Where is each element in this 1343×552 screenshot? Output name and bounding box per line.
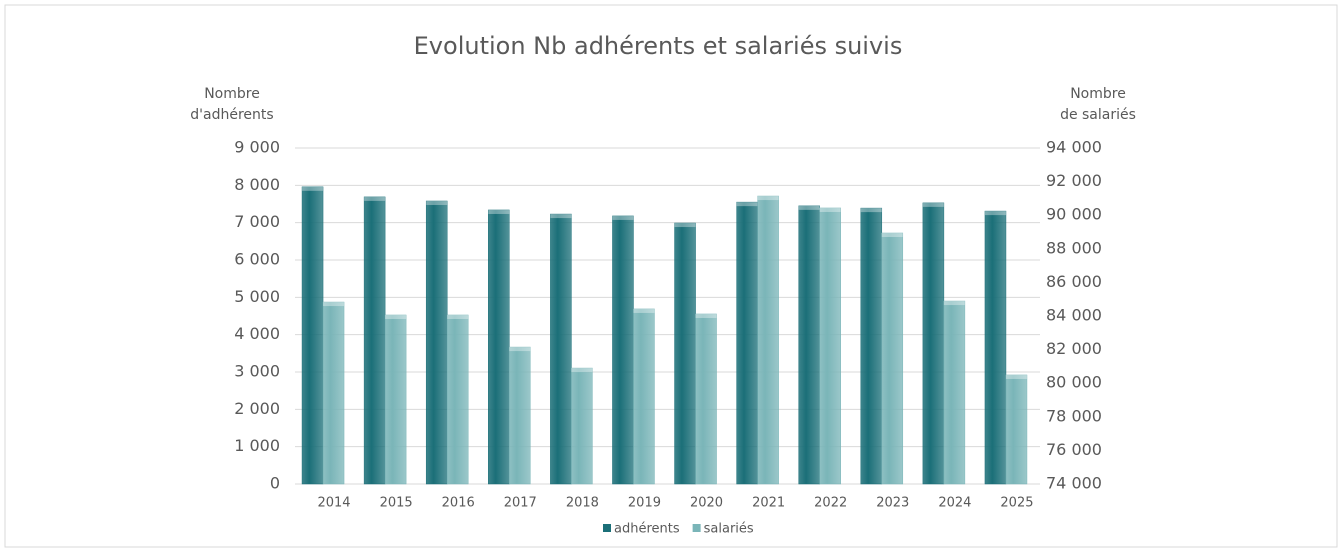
y-tick-label: 8 000 — [234, 175, 280, 194]
chart-title: Evolution Nb adhérents et salariés suivi… — [414, 32, 903, 60]
bar — [384, 314, 407, 485]
bar — [674, 222, 696, 485]
bar — [488, 209, 510, 485]
bar — [922, 202, 945, 485]
bar-cap — [550, 214, 572, 219]
y-axis-label: d'adhérents — [190, 107, 273, 123]
y-tick-label: 4 000 — [234, 324, 280, 343]
legend-swatch — [603, 524, 611, 532]
x-tick-label: 2021 — [752, 496, 785, 511]
y2-axis-label: de salariés — [1060, 107, 1136, 123]
bar-cap — [943, 301, 965, 306]
x-tick-label: 2022 — [814, 496, 847, 511]
bar — [984, 210, 1007, 485]
bar-cap — [695, 313, 717, 318]
bar — [695, 313, 717, 485]
bar-cap — [364, 196, 386, 201]
bar — [1005, 374, 1028, 485]
y2-tick-label: 82 000 — [1046, 339, 1102, 358]
x-tick-label: 2025 — [1000, 496, 1033, 511]
bar — [363, 196, 386, 485]
y2-tick-label: 84 000 — [1046, 306, 1102, 325]
legend-label: salariés — [704, 522, 754, 537]
bar-cap — [509, 347, 531, 352]
bar — [798, 205, 820, 485]
bar — [612, 215, 634, 485]
bar-cap — [881, 233, 903, 238]
bar — [571, 367, 593, 485]
y2-axis-label: Nombre — [1070, 86, 1126, 102]
y2-tick-label: 94 000 — [1046, 138, 1102, 157]
y2-tick-label: 90 000 — [1046, 205, 1102, 224]
x-tick-label: 2016 — [442, 496, 475, 511]
bar-cap — [922, 202, 944, 207]
bar-cap — [984, 211, 1006, 216]
bar-cap — [860, 208, 882, 213]
bar — [322, 301, 345, 485]
y-tick-label: 3 000 — [234, 362, 280, 381]
bar — [860, 207, 883, 485]
bar-cap — [674, 223, 696, 228]
bar-cap — [488, 209, 510, 214]
legend-swatch — [692, 524, 701, 532]
bar — [425, 200, 448, 485]
bar — [881, 232, 904, 485]
legend-label: adhérents — [614, 522, 680, 537]
bar — [757, 195, 779, 485]
y-tick-label: 2 000 — [234, 399, 280, 418]
bar-cap — [426, 201, 448, 206]
bar — [943, 300, 966, 485]
bar-cap — [612, 215, 634, 220]
x-tick-label: 2023 — [876, 496, 909, 511]
bar-cap — [798, 205, 820, 210]
bar-cap — [385, 314, 407, 319]
y2-tick-label: 88 000 — [1046, 238, 1102, 257]
x-tick-label: 2018 — [566, 496, 599, 511]
y2-tick-label: 86 000 — [1046, 272, 1102, 291]
bar — [819, 207, 841, 485]
bar — [736, 201, 758, 485]
y-tick-label: 7 000 — [234, 212, 280, 231]
bar-cap — [819, 207, 841, 212]
y-axis-label: Nombre — [204, 86, 260, 102]
bar-cap — [447, 314, 469, 319]
bar-cap — [633, 308, 655, 313]
y2-tick-label: 80 000 — [1046, 373, 1102, 392]
y-tick-label: 0 — [270, 474, 280, 493]
bar-cap — [1005, 374, 1027, 379]
bar — [446, 314, 469, 485]
y2-tick-label: 92 000 — [1046, 171, 1102, 190]
y-tick-label: 5 000 — [234, 287, 280, 306]
y2-tick-label: 76 000 — [1046, 440, 1102, 459]
bar — [509, 346, 531, 485]
x-tick-label: 2017 — [504, 496, 537, 511]
y-tick-label: 1 000 — [234, 436, 280, 455]
y-tick-label: 6 000 — [234, 250, 280, 269]
bar — [550, 213, 572, 485]
x-tick-label: 2014 — [317, 496, 350, 511]
bar-cap — [571, 368, 593, 373]
chart-frame — [4, 4, 1338, 548]
y-tick-label: 9 000 — [234, 138, 280, 157]
x-tick-label: 2024 — [938, 496, 971, 511]
y2-tick-label: 74 000 — [1046, 474, 1102, 493]
x-tick-label: 2019 — [628, 496, 661, 511]
bar-cap — [302, 186, 324, 191]
bar-cap — [736, 202, 758, 207]
x-tick-label: 2020 — [690, 496, 723, 511]
bar — [633, 308, 655, 485]
x-tick-label: 2015 — [380, 496, 413, 511]
bar-cap — [323, 302, 345, 307]
bar — [301, 186, 324, 485]
y2-tick-label: 78 000 — [1046, 406, 1102, 425]
bar-cap — [757, 196, 779, 201]
